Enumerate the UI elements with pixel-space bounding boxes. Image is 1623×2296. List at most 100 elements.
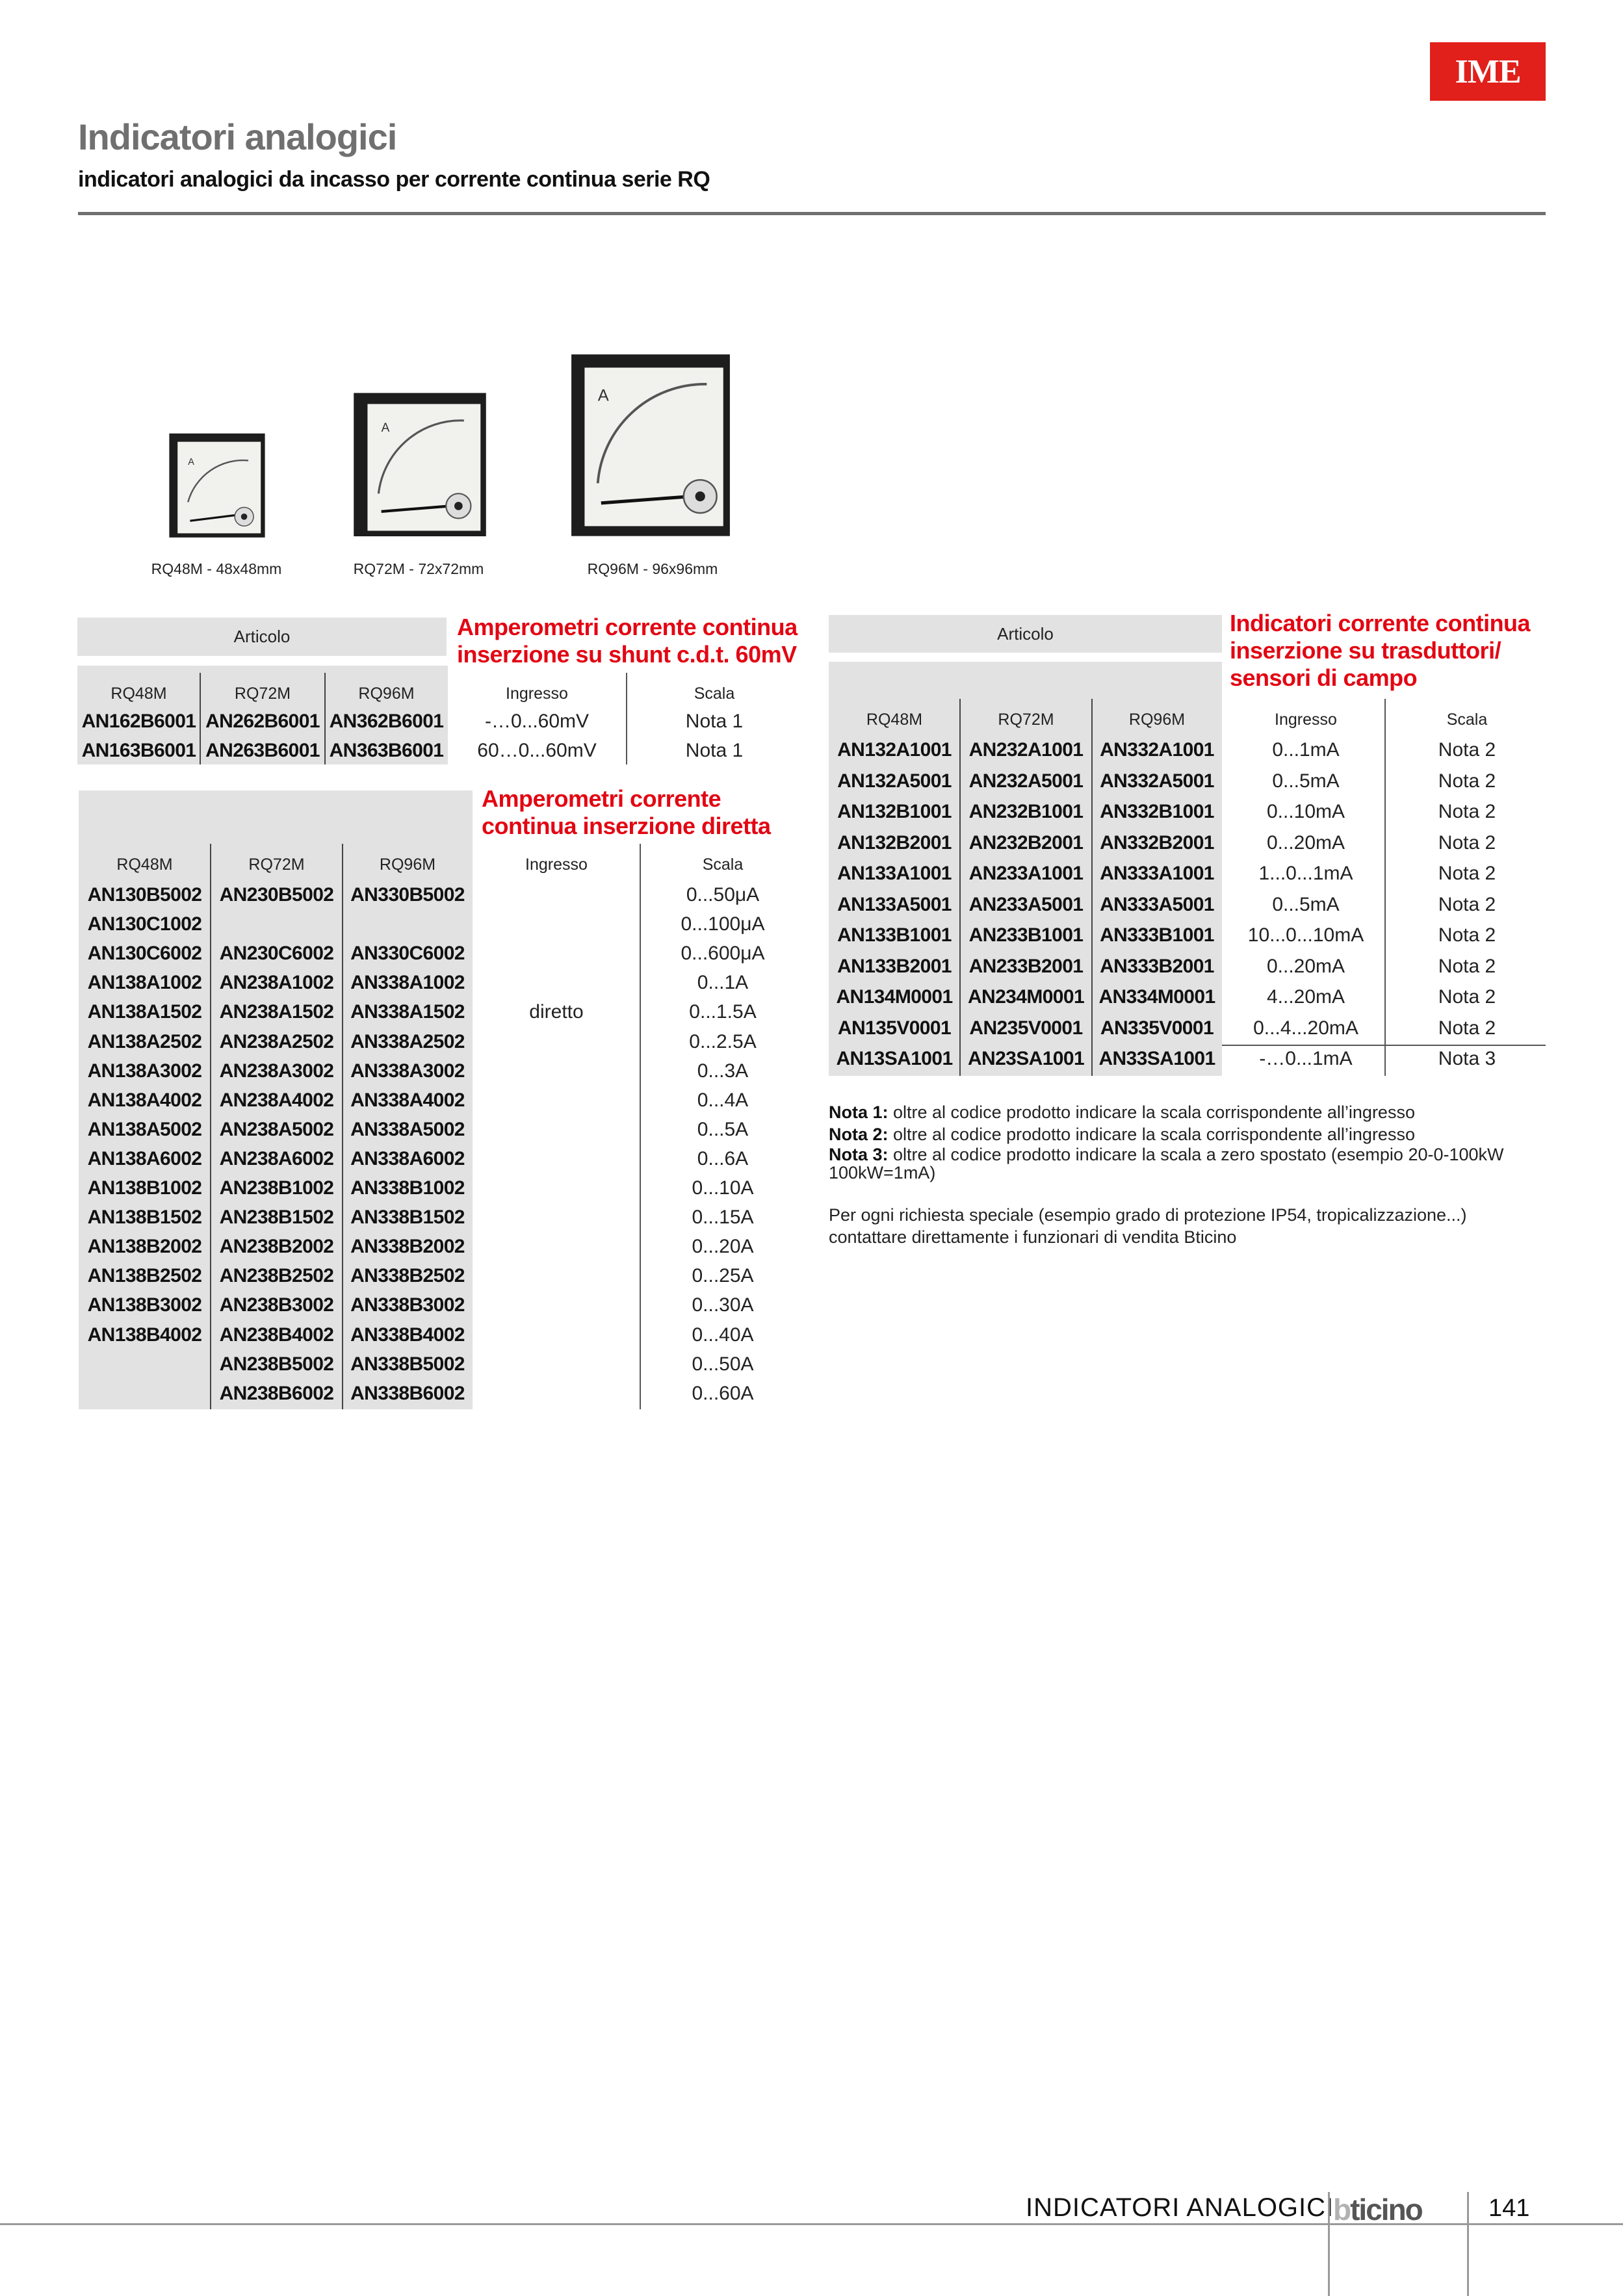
scala-value: Nota 2 — [1438, 924, 1496, 946]
product-code: AN338B2502 — [350, 1265, 465, 1287]
product-code: AN134M0001 — [836, 986, 953, 1008]
section-title: continua inserzione diretta — [482, 813, 771, 839]
column-header-rq48m: RQ48M — [866, 711, 923, 729]
product-code: AN338A1002 — [350, 972, 465, 994]
section-title: sensori di campo — [1230, 664, 1418, 691]
product-code: AN230C6002 — [219, 943, 334, 965]
product-code: AN232A5001 — [968, 770, 1084, 792]
product-code: AN138B2502 — [87, 1265, 202, 1287]
product-code: AN332A1001 — [1100, 739, 1214, 761]
scala-value: Nota 2 — [1438, 863, 1496, 884]
section-title: inserzione su shunt c.d.t. 60mV — [457, 641, 797, 668]
product-code: AN234M0001 — [967, 986, 1085, 1008]
ingresso-value: diretto — [529, 1001, 584, 1023]
scala-value: Nota 1 — [685, 740, 744, 761]
product-code: AN235V0001 — [969, 1017, 1083, 1039]
scala-value: Nota 1 — [685, 711, 744, 732]
notes: Nota 1: oltre al codice prodotto indicar… — [829, 1101, 1550, 1248]
column-header-rq96m: RQ96M — [1128, 711, 1186, 729]
ingresso-value: 1...0...1mA — [1258, 863, 1353, 884]
product-code: AN233B2001 — [968, 955, 1084, 977]
ingresso-value: 10...0...10mA — [1247, 924, 1364, 946]
scala-value: 0...1.5A — [689, 1001, 757, 1023]
product-code: AN333A5001 — [1100, 893, 1214, 915]
product-code: AN138B1002 — [87, 1177, 202, 1199]
product-code: AN335V0001 — [1100, 1017, 1214, 1039]
product-code: AN338A6002 — [350, 1147, 465, 1169]
product-code: AN238A6002 — [219, 1147, 334, 1169]
product-code: AN238B1002 — [219, 1177, 334, 1199]
column-header-ingresso: Ingresso — [525, 855, 588, 874]
svg-text:A: A — [598, 386, 609, 404]
column-divider — [640, 844, 641, 1409]
product-code: AN362B6001 — [329, 711, 444, 732]
scala-value: 0...3A — [697, 1060, 749, 1082]
product-code: AN338A5002 — [350, 1118, 465, 1140]
product-code: AN233A5001 — [968, 893, 1084, 915]
product-code: AN332A5001 — [1100, 770, 1214, 792]
product-caption: RQ72M - 72x72mm — [353, 560, 484, 577]
ingresso-value: -…0...1mA — [1259, 1048, 1353, 1069]
product-code: AN138B1502 — [87, 1207, 202, 1229]
product-code: AN330C6002 — [350, 943, 465, 965]
meter-rq96m-image: A — [571, 354, 730, 536]
product-caption: RQ48M - 48x48mm — [151, 560, 282, 577]
product-code: AN232B1001 — [968, 801, 1084, 822]
product-code: AN138A6002 — [87, 1147, 202, 1169]
note-1: Nota 1: oltre al codice prodotto indicar… — [829, 1102, 1415, 1122]
scala-value: 0...30A — [692, 1294, 754, 1316]
product-code: AN132A1001 — [837, 739, 952, 761]
product-code: AN238B3002 — [219, 1294, 334, 1316]
codes-background — [829, 662, 1222, 1076]
meter-rq48m-image: A — [169, 433, 265, 538]
articolo-header: Articolo — [829, 615, 1222, 653]
ingresso-value: 0...4...20mA — [1253, 1017, 1358, 1039]
column-header-rq48m: RQ48M — [110, 685, 167, 703]
column-header-scala: Scala — [1446, 711, 1488, 729]
column-header-ingresso: Ingresso — [1275, 711, 1337, 729]
page-number: 141 — [1488, 2195, 1530, 2222]
product-code: AN138A1002 — [87, 972, 202, 994]
scala-value: 0...600μA — [681, 943, 765, 965]
product-code: AN338B4002 — [350, 1324, 465, 1346]
footer-vline — [1467, 2192, 1469, 2296]
product-code: AN338B1002 — [350, 1177, 465, 1199]
column-header-rq72m: RQ72M — [998, 711, 1054, 729]
page-title: Indicatori analogici — [78, 116, 397, 157]
product-code: AN338A1502 — [350, 1001, 465, 1023]
scala-value: 0...25A — [692, 1265, 754, 1287]
product-code: AN232B2001 — [968, 831, 1084, 854]
column-divider — [342, 844, 343, 1409]
product-code: AN138A4002 — [87, 1089, 202, 1111]
scala-value: Nota 2 — [1438, 770, 1496, 792]
product-code: AN332B2001 — [1100, 831, 1214, 854]
product-code: AN332B1001 — [1100, 801, 1214, 822]
product-code: AN238A5002 — [219, 1118, 334, 1140]
product-code: AN238A1002 — [219, 972, 334, 994]
product-code: AN132A5001 — [837, 770, 952, 792]
column-divider — [1384, 699, 1386, 1076]
product-code: AN232A1001 — [968, 739, 1084, 761]
ingresso-value: 0...10mA — [1266, 801, 1345, 822]
scala-value: Nota 2 — [1438, 739, 1496, 761]
product-code: AN238A1502 — [219, 1001, 334, 1023]
scala-value: 0...6A — [697, 1147, 749, 1169]
scala-value: 0...2.5A — [689, 1030, 757, 1052]
section-title: Indicatori corrente continua — [1230, 610, 1531, 636]
product-code: AN333B1001 — [1100, 924, 1214, 946]
page-subtitle: indicatori analogici da incasso per corr… — [78, 167, 710, 192]
scala-value: Nota 3 — [1438, 1048, 1496, 1069]
column-divider — [324, 673, 326, 764]
product-code: AN238B1502 — [219, 1207, 334, 1229]
scala-value: Nota 2 — [1438, 831, 1496, 854]
product-code: AN338B3002 — [350, 1294, 465, 1316]
product-code: AN338A2502 — [350, 1030, 465, 1052]
scala-value: 0...50A — [692, 1353, 754, 1375]
ime-logo: IME — [1430, 42, 1546, 101]
column-header-rq48m: RQ48M — [116, 855, 173, 874]
scala-value: Nota 2 — [1438, 955, 1496, 977]
ingresso-value: 60…0...60mV — [477, 740, 597, 761]
product-code: AN338B1502 — [350, 1207, 465, 1229]
svg-text:A: A — [188, 457, 194, 467]
product-code: AN163B6001 — [81, 740, 196, 761]
